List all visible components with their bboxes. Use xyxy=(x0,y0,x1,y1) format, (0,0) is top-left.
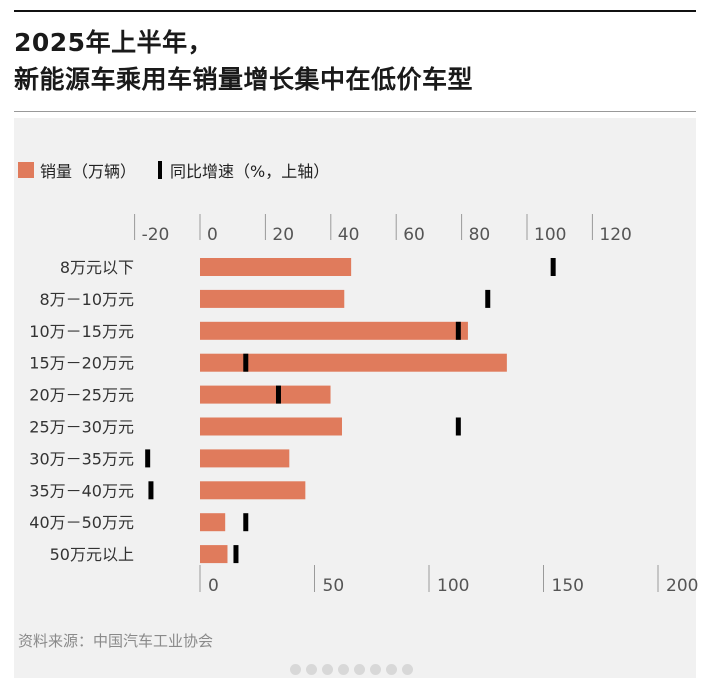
sales-bar xyxy=(200,321,468,340)
top-rule xyxy=(14,10,696,12)
pager-dot xyxy=(338,664,349,675)
category-label: 15万－20万元 xyxy=(29,354,134,373)
pager-dots xyxy=(290,664,418,675)
pager-dot xyxy=(370,664,381,675)
sales-bar xyxy=(200,545,228,564)
legend-bar-label: 销量（万辆） xyxy=(40,162,137,181)
pager-dot xyxy=(354,664,365,675)
title-line-2: 新能源车乘用车销量增长集中在低价车型 xyxy=(14,65,474,94)
growth-marker xyxy=(485,289,491,308)
title-rule xyxy=(14,111,696,112)
sales-bar xyxy=(200,449,290,468)
growth-marker xyxy=(243,353,249,372)
category-label: 20万－25万元 xyxy=(29,386,134,405)
sales-bar xyxy=(200,513,226,532)
top-axis-tick-label: 20 xyxy=(272,225,294,245)
sales-bar xyxy=(200,385,331,404)
legend-marker-swatch xyxy=(158,161,163,179)
growth-marker xyxy=(148,481,154,500)
category-label: 8万－10万元 xyxy=(39,290,134,309)
sales-bar xyxy=(200,258,352,276)
growth-marker xyxy=(233,545,239,564)
legend: 销量（万辆） 同比增速（%，上轴） xyxy=(18,158,329,182)
title-line-1: 2025年上半年， xyxy=(14,28,214,57)
chart-title: 2025年上半年， 新能源车乘用车销量增长集中在低价车型 xyxy=(14,24,473,98)
pager-dot xyxy=(322,664,333,675)
top-axis-tick-label: 120 xyxy=(599,225,631,245)
top-axis-tick-label: -20 xyxy=(142,225,170,245)
growth-marker xyxy=(275,385,281,404)
bottom-axis-tick-label: 100 xyxy=(437,576,469,596)
category-label: 30万－35万元 xyxy=(29,449,134,468)
bottom-axis-tick-label: 50 xyxy=(323,576,345,596)
top-axis-tick-label: 40 xyxy=(338,225,360,245)
pager-dot xyxy=(290,664,301,675)
growth-marker xyxy=(145,449,151,468)
pager-dot xyxy=(386,664,397,675)
legend-marker-label: 同比增速（%，上轴） xyxy=(170,162,330,181)
pager-dot xyxy=(306,664,317,675)
sales-bar xyxy=(200,289,345,308)
sales-bar xyxy=(200,417,342,436)
top-axis-tick-label: 0 xyxy=(207,225,218,245)
growth-marker xyxy=(243,513,249,532)
growth-marker xyxy=(550,258,556,276)
growth-marker xyxy=(455,321,461,340)
category-label: 50万元以上 xyxy=(50,545,134,564)
category-label: 10万－15万元 xyxy=(29,322,134,341)
category-label: 25万－30万元 xyxy=(29,418,134,437)
top-axis-tick-label: 100 xyxy=(534,225,566,245)
pager-dot xyxy=(402,664,413,675)
bottom-axis-tick-label: 150 xyxy=(552,576,584,596)
source-note: 资料来源：中国汽车工业协会 xyxy=(18,632,214,650)
sales-bar xyxy=(200,353,507,372)
top-axis-tick-label: 80 xyxy=(469,225,491,245)
sales-bar xyxy=(200,481,306,500)
bottom-axis-tick-label: 0 xyxy=(208,576,219,596)
top-axis-tick-label: 60 xyxy=(403,225,425,245)
category-label: 8万元以下 xyxy=(60,258,134,277)
growth-marker xyxy=(455,417,461,436)
category-label: 40万－50万元 xyxy=(29,513,134,532)
legend-bar-swatch xyxy=(18,162,34,178)
bottom-axis-tick-label: 200 xyxy=(666,576,698,596)
category-label: 35万－40万元 xyxy=(29,481,134,500)
chart-panel xyxy=(14,118,696,678)
